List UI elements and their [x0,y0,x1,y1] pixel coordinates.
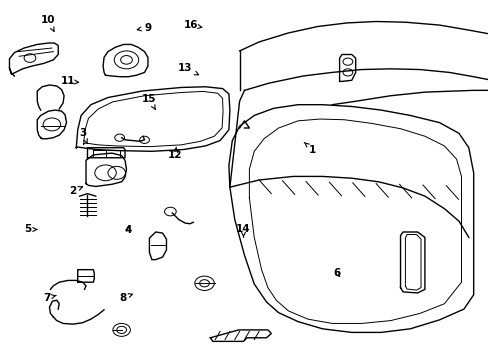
Text: 3: 3 [79,128,87,143]
Text: 12: 12 [168,147,182,160]
Text: 5: 5 [24,225,37,234]
Text: 14: 14 [236,225,250,237]
Text: 16: 16 [183,20,202,30]
Text: 15: 15 [142,94,156,109]
Text: 4: 4 [124,225,132,235]
Text: 6: 6 [333,268,340,278]
Text: 2: 2 [69,186,82,196]
Text: 1: 1 [304,143,316,154]
Text: 11: 11 [61,76,79,86]
Text: 8: 8 [119,293,132,303]
Text: 13: 13 [178,63,198,75]
Text: 9: 9 [137,23,151,33]
Text: 10: 10 [41,15,56,31]
Text: 7: 7 [43,293,56,303]
